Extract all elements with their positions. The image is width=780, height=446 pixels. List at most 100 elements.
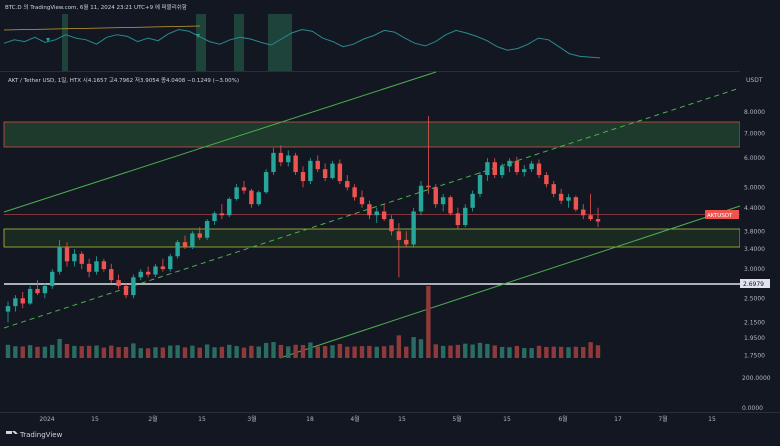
volume-bar (286, 346, 291, 358)
price-tick-label: 3.4000 (744, 246, 765, 253)
time-tick-label: 15 (708, 416, 716, 423)
volume-bar (492, 345, 497, 358)
candle-body (109, 269, 114, 281)
volume-bar (374, 346, 379, 358)
candle-body (168, 256, 173, 270)
candle-body (581, 209, 586, 216)
time-tick-label: 15 (198, 416, 206, 423)
indicator-line (3, 28, 601, 59)
volume-bar (463, 343, 468, 358)
candle-body (94, 261, 99, 272)
volume-bar (153, 347, 158, 358)
volume-bar (352, 346, 357, 358)
volume-bar (271, 342, 276, 358)
volume-bar (455, 344, 461, 358)
volume-bar (138, 348, 143, 358)
time-tick-label: 18 (306, 416, 314, 423)
candle-body (536, 163, 542, 176)
candle-body (595, 219, 601, 222)
volume-bar (109, 345, 114, 358)
candle-body (411, 211, 416, 245)
candle-body (72, 253, 77, 262)
candle-body (35, 288, 40, 294)
volume-bar (330, 345, 335, 358)
volume-bar (5, 344, 11, 358)
volume-bar (27, 345, 33, 358)
candle-body (278, 152, 284, 163)
volume-bar (418, 339, 424, 358)
volume-bar (595, 345, 601, 358)
time-tick-label: 4월 (350, 415, 359, 423)
time-tick-label: 2월 (148, 415, 157, 423)
volume-bar (42, 346, 48, 358)
candle-body (588, 215, 593, 220)
volume-bar (322, 346, 328, 358)
candle-body (190, 233, 195, 247)
volume-bar (13, 346, 18, 358)
candle-body (145, 271, 151, 275)
volume-bar (20, 346, 25, 358)
candle-body (300, 172, 306, 182)
candle-body (485, 162, 490, 176)
indicator-header: BTC.D 의 TradingView.com, 6월 11, 2024 23:… (5, 5, 187, 11)
volume-bar (536, 345, 542, 358)
price-tick-label: 1.7500 (744, 352, 765, 359)
price-tick-label: 5.0000 (744, 184, 765, 191)
candle-body (175, 242, 180, 257)
candle-body (404, 239, 409, 245)
candle-body (315, 160, 320, 170)
price-tick-label: 3.8000 (744, 228, 765, 235)
volume-bar (168, 345, 173, 358)
volume-bar (581, 346, 586, 358)
indicator-highlight-band (196, 14, 206, 71)
candle-body (182, 242, 188, 247)
volume-bar (249, 345, 254, 358)
volume-bar (234, 346, 239, 358)
candle-body (116, 280, 121, 286)
price-tick-label: 2.5000 (744, 295, 765, 302)
volume-bar (278, 344, 284, 358)
time-tick-label: 7월 (658, 415, 667, 423)
volume-bar (359, 346, 365, 358)
price-tick-label: 8.0000 (744, 109, 765, 116)
volume-bar (345, 346, 350, 358)
candle-body (131, 277, 136, 296)
volume-bar (64, 344, 70, 358)
candle-body (566, 197, 571, 201)
resistance-zone (3, 121, 741, 148)
candle-body (389, 219, 394, 232)
time-tick-label: 6월 (558, 415, 567, 423)
symbol-header: AKT / Tether USD, 1일, HTX 시4.1657 고4.796… (8, 78, 239, 84)
candle-body (86, 263, 92, 272)
time-tick-label: 15 (503, 416, 511, 423)
candle-body (381, 211, 387, 220)
indicator-highlight-band (234, 14, 244, 71)
volume-bar (256, 346, 261, 358)
support-zone (3, 228, 741, 248)
candle-body (50, 271, 55, 286)
volume-series (5, 286, 601, 358)
channel-lower-line (279, 205, 741, 359)
candle-body (20, 298, 25, 304)
level-tag: 2.6979 (740, 279, 770, 288)
volume-bar (588, 342, 593, 358)
volume-bar (522, 348, 527, 358)
indicator-marker (46, 38, 50, 42)
currency-label: USDT (746, 77, 763, 84)
volume-bar (175, 345, 180, 358)
candle-body (153, 266, 158, 275)
candle-body (514, 160, 520, 173)
time-tick-label: 15 (398, 416, 406, 423)
candle-body (138, 271, 143, 278)
candle-body (227, 198, 232, 216)
candle-body (345, 181, 350, 188)
candle-body (573, 197, 579, 210)
candle-body (79, 253, 84, 264)
brand-text: TradingView (19, 431, 63, 439)
price-tick-label: 4.4000 (744, 205, 765, 212)
volume-bar (367, 345, 372, 358)
volume-bar (101, 347, 107, 358)
candle-body (463, 207, 468, 226)
indicator-signal-line (3, 25, 201, 31)
